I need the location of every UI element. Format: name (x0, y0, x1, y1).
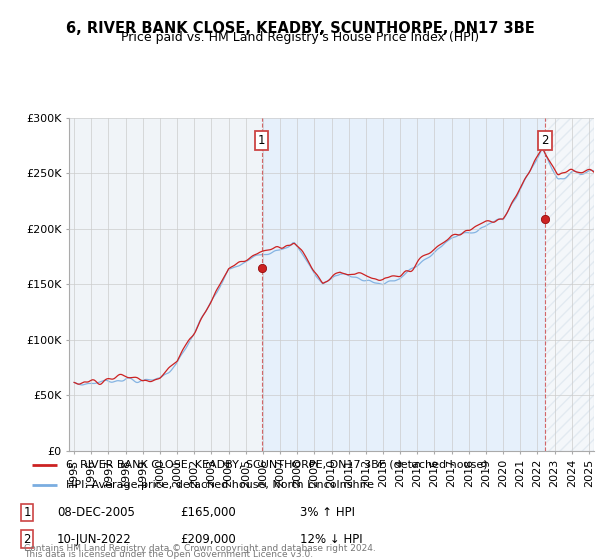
Text: 08-DEC-2005: 08-DEC-2005 (57, 506, 135, 519)
Text: £165,000: £165,000 (180, 506, 236, 519)
Text: 2: 2 (23, 533, 31, 546)
Text: 6, RIVER BANK CLOSE, KEADBY, SCUNTHORPE, DN17 3BE (detached house): 6, RIVER BANK CLOSE, KEADBY, SCUNTHORPE,… (66, 460, 487, 470)
Text: 2: 2 (541, 134, 548, 147)
Bar (262, 118, 545, 451)
Text: Contains HM Land Registry data © Crown copyright and database right 2024.: Contains HM Land Registry data © Crown c… (24, 544, 376, 553)
Text: 3% ↑ HPI: 3% ↑ HPI (300, 506, 355, 519)
Text: Price paid vs. HM Land Registry's House Price Index (HPI): Price paid vs. HM Land Registry's House … (121, 31, 479, 44)
Text: This data is licensed under the Open Government Licence v3.0.: This data is licensed under the Open Gov… (24, 550, 313, 559)
Text: 1: 1 (258, 134, 265, 147)
Text: 6, RIVER BANK CLOSE, KEADBY, SCUNTHORPE, DN17 3BE: 6, RIVER BANK CLOSE, KEADBY, SCUNTHORPE,… (65, 21, 535, 36)
Text: £209,000: £209,000 (180, 533, 236, 546)
Text: HPI: Average price, detached house, North Lincolnshire: HPI: Average price, detached house, Nort… (66, 480, 374, 490)
Text: 12% ↓ HPI: 12% ↓ HPI (300, 533, 362, 546)
Bar (545, 118, 594, 451)
Text: 10-JUN-2022: 10-JUN-2022 (57, 533, 132, 546)
Text: 1: 1 (23, 506, 31, 519)
